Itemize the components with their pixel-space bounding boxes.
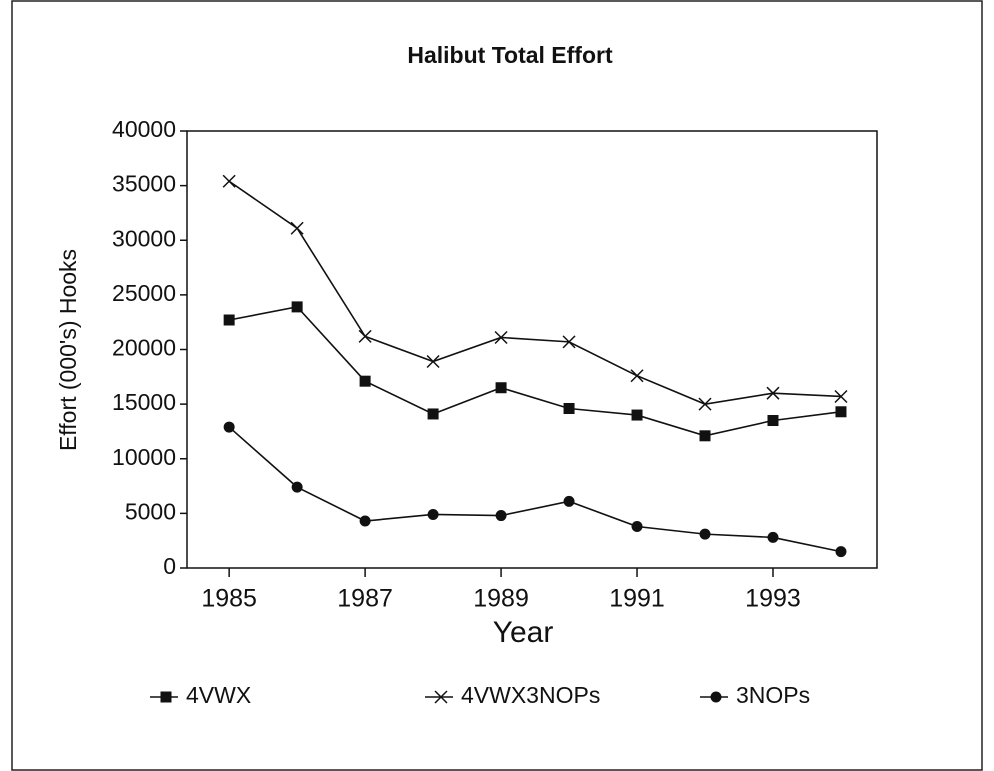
marker — [434, 690, 448, 704]
legend-label: 4VWX — [186, 682, 251, 708]
marker — [495, 510, 507, 522]
x-tick-label: 1993 — [745, 585, 801, 613]
marker — [426, 354, 440, 369]
marker — [222, 174, 236, 188]
y-tick-label: 20000 — [112, 335, 176, 361]
y-tick-label: 30000 — [112, 225, 176, 251]
x-axis-label: Year — [493, 616, 554, 649]
marker — [290, 221, 304, 235]
marker — [562, 335, 576, 349]
marker — [631, 409, 643, 421]
marker — [563, 495, 575, 507]
marker — [359, 375, 371, 387]
marker — [835, 546, 847, 558]
marker — [563, 402, 575, 414]
legend-label: 3NOPs — [736, 682, 810, 708]
marker — [427, 508, 439, 520]
y-tick-label: 10000 — [112, 444, 176, 470]
series-line — [228, 306, 842, 437]
marker — [223, 314, 235, 326]
series-line — [228, 426, 842, 553]
marker — [359, 515, 371, 527]
marker — [494, 330, 508, 345]
y-axis-label: Effort (000's) Hooks — [55, 249, 81, 451]
marker — [698, 397, 712, 411]
marker — [358, 329, 372, 343]
series-line — [228, 180, 842, 405]
x-tick-label: 1989 — [473, 585, 529, 613]
plot-area — [186, 130, 878, 569]
marker — [834, 389, 848, 404]
y-tick-label: 35000 — [112, 171, 176, 197]
marker — [835, 406, 847, 418]
marker — [767, 415, 779, 427]
y-tick-label: 0 — [163, 553, 176, 579]
legend-label: 4VWX3NOPs — [461, 682, 600, 708]
marker — [699, 528, 711, 540]
frame — [11, 0, 983, 771]
marker — [699, 430, 711, 442]
marker — [291, 481, 303, 493]
marker — [630, 369, 644, 383]
chart-title: Halibut Total Effort — [407, 42, 613, 68]
marker — [766, 386, 780, 400]
marker — [291, 301, 303, 313]
marker — [767, 531, 779, 543]
y-tick-label: 40000 — [112, 116, 176, 142]
y-tick-label: 15000 — [112, 389, 176, 415]
x-tick-label: 1985 — [201, 585, 257, 613]
x-tick-label: 1991 — [609, 585, 665, 613]
marker — [223, 421, 235, 433]
y-tick-label: 5000 — [125, 498, 176, 524]
marker — [631, 520, 643, 532]
marker — [495, 382, 507, 394]
y-tick-label: 25000 — [112, 280, 176, 306]
x-tick-label: 1987 — [337, 585, 393, 613]
marker — [160, 691, 172, 703]
marker — [710, 691, 722, 703]
marker — [427, 408, 439, 420]
